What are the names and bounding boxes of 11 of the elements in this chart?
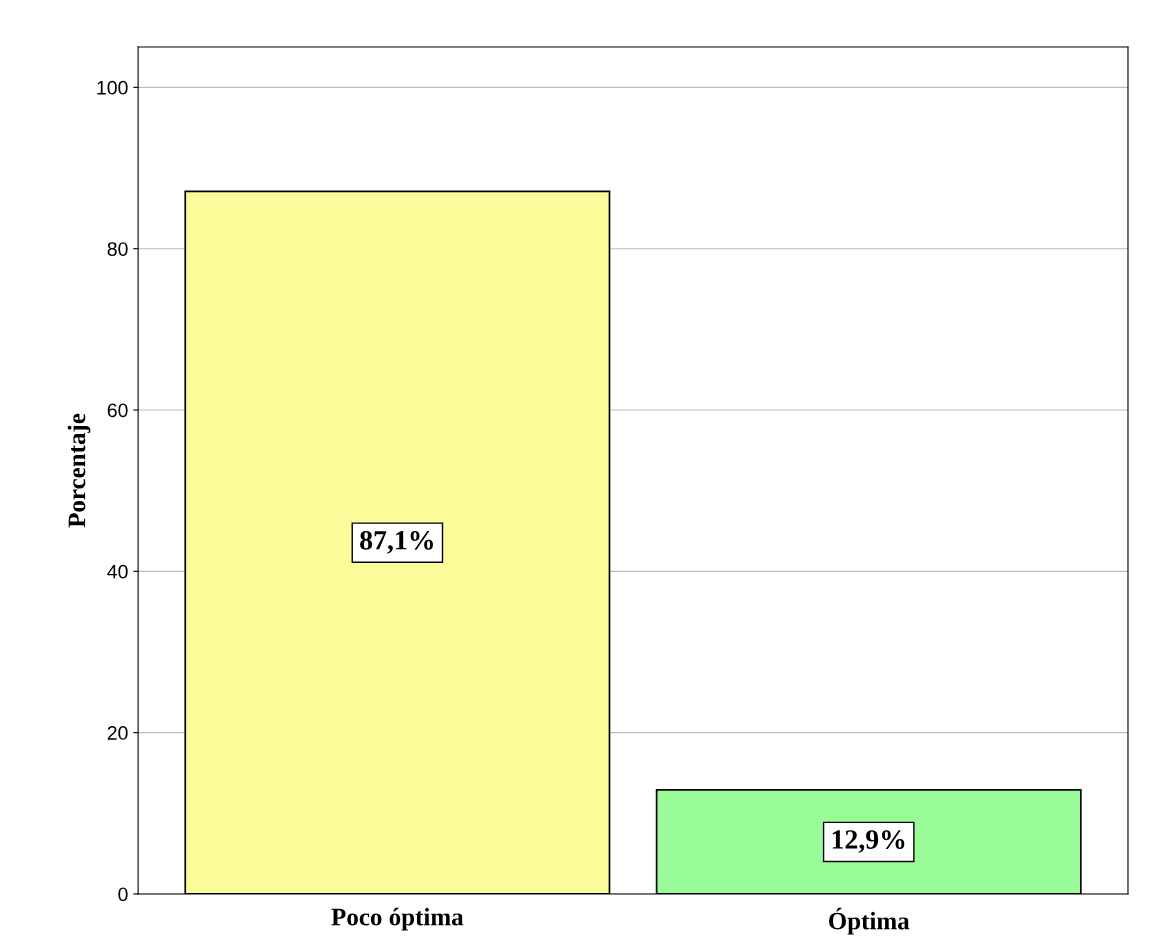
- data-label: 87,1%: [360, 530, 433, 554]
- y-axis-title: Porcentaje: [67, 413, 91, 528]
- y-tick-label: 40: [107, 564, 128, 579]
- y-tick-label: 100: [97, 80, 128, 95]
- y-tick-label: 60: [107, 403, 128, 418]
- y-tick-label: 20: [107, 726, 128, 740]
- data-label: 12,9%: [832, 830, 905, 853]
- x-tick-label: Poco óptima: [331, 907, 464, 931]
- y-tick-label: 80: [107, 242, 128, 256]
- y-tick-label: 0: [118, 887, 128, 902]
- x-tick-label: Óptima: [828, 907, 910, 935]
